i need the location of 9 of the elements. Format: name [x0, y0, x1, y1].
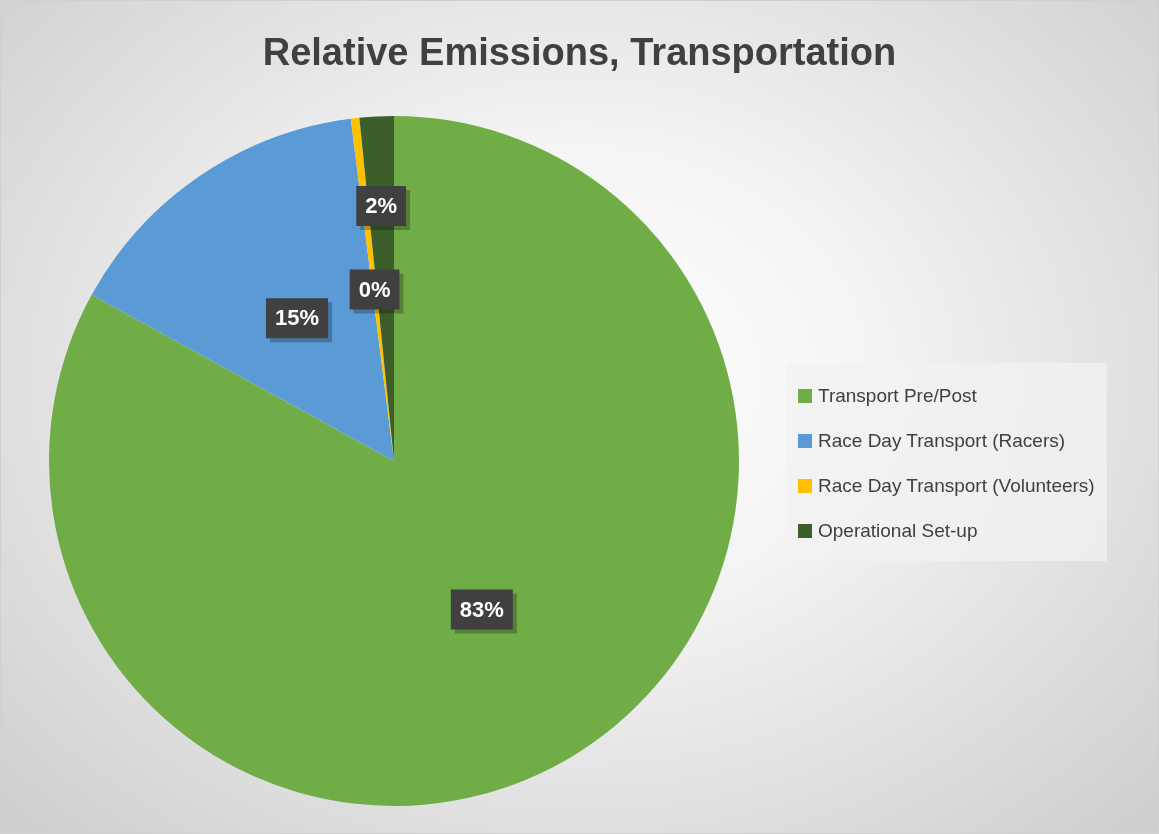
data-label: 2%: [365, 193, 398, 219]
legend-label: Race Day Transport (Racers): [818, 429, 1066, 452]
data-label: 15%: [275, 305, 320, 331]
chart-title: Relative Emissions, Transportation: [261, 31, 898, 74]
data-label: 83%: [459, 596, 504, 622]
legend-label: Operational Set-up: [818, 519, 978, 542]
legend-label: Race Day Transport (Volunteers): [818, 474, 1095, 497]
data-label: 0%: [358, 276, 391, 302]
legend-label: Transport Pre/Post: [818, 384, 977, 407]
